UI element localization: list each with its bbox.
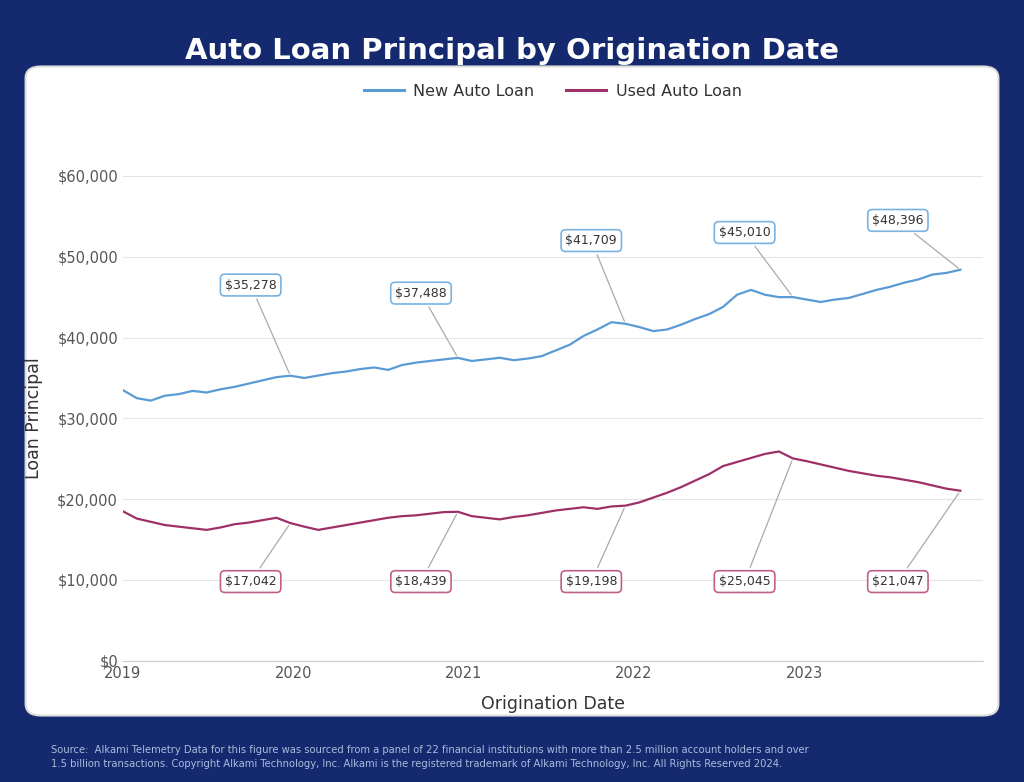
Text: $48,396: $48,396 bbox=[872, 214, 958, 268]
Text: $17,042: $17,042 bbox=[225, 526, 289, 588]
Text: $18,439: $18,439 bbox=[395, 515, 457, 588]
Text: $19,198: $19,198 bbox=[565, 508, 625, 588]
FancyBboxPatch shape bbox=[26, 66, 998, 716]
Text: $41,709: $41,709 bbox=[565, 234, 625, 321]
Y-axis label: Loan Principal: Loan Principal bbox=[26, 357, 43, 479]
Text: $25,045: $25,045 bbox=[719, 461, 792, 588]
Legend: New Auto Loan, Used Auto Loan: New Auto Loan, Used Auto Loan bbox=[357, 77, 749, 105]
Text: Source:  Alkami Telemetry Data for this figure was sourced from a panel of 22 fi: Source: Alkami Telemetry Data for this f… bbox=[51, 745, 809, 769]
Text: $37,488: $37,488 bbox=[395, 287, 457, 356]
Text: $35,278: $35,278 bbox=[224, 278, 289, 373]
X-axis label: Origination Date: Origination Date bbox=[481, 694, 625, 712]
Text: $21,047: $21,047 bbox=[872, 493, 958, 588]
Text: Auto Loan Principal by Origination Date: Auto Loan Principal by Origination Date bbox=[185, 37, 839, 65]
Text: $45,010: $45,010 bbox=[719, 226, 792, 295]
